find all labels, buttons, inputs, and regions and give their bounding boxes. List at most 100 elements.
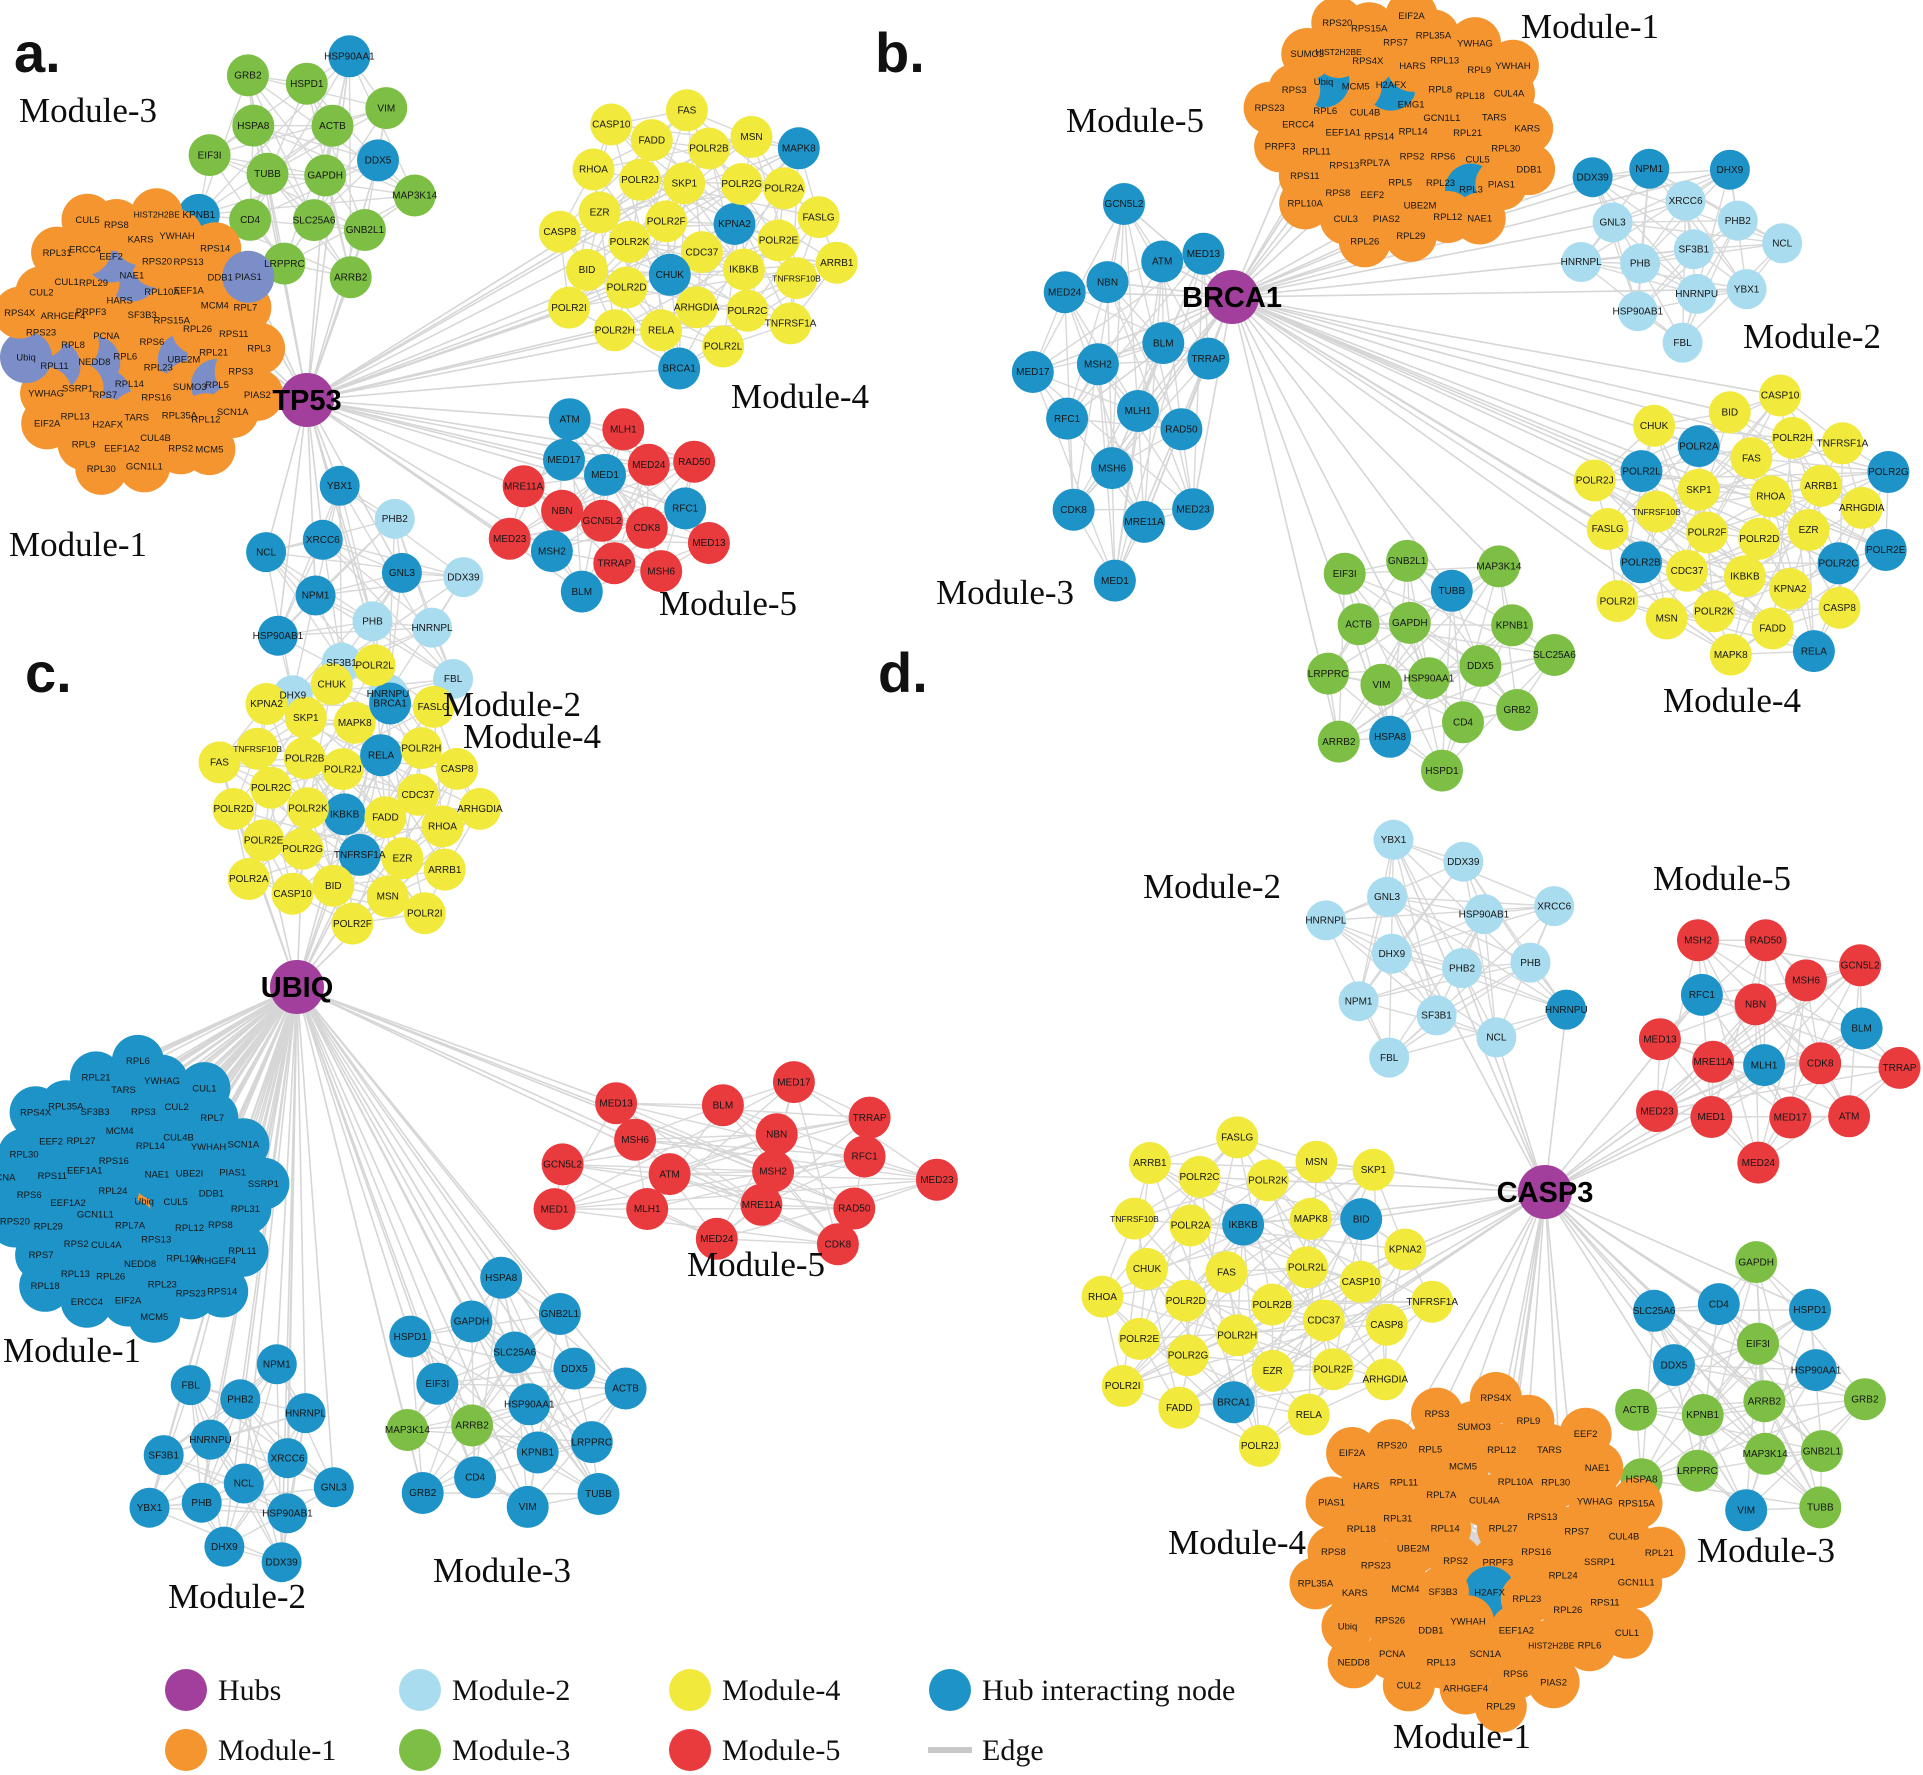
node-POLR2J[interactable]	[321, 748, 364, 791]
node-SSRP1[interactable]	[237, 1157, 290, 1210]
node-PIAS2[interactable]	[231, 368, 284, 421]
node-MED24[interactable]	[1737, 1141, 1780, 1184]
node-HSPA8[interactable]	[480, 1256, 523, 1299]
node-EIF3I[interactable]	[416, 1362, 459, 1405]
node-IKBKB[interactable]	[722, 248, 765, 291]
node-POLR2B[interactable]	[688, 127, 730, 170]
node-POLR2A[interactable]	[1169, 1204, 1212, 1247]
node-MAPK8[interactable]	[1289, 1197, 1332, 1240]
node-NPM1[interactable]	[295, 575, 336, 616]
node-POLR2E[interactable]	[242, 819, 285, 862]
node-FAS[interactable]	[198, 741, 241, 784]
node-POLR2K[interactable]	[286, 787, 329, 830]
node-GNB2L1[interactable]	[343, 209, 386, 251]
node-POLR2J[interactable]	[619, 158, 661, 201]
node-CASP10[interactable]	[1759, 374, 1802, 417]
node-TNFRSF1A[interactable]	[1411, 1280, 1454, 1323]
node-EEF2[interactable]	[1559, 1407, 1612, 1460]
node-CDC37[interactable]	[1666, 549, 1708, 592]
node-MED13[interactable]	[595, 1082, 638, 1125]
node-ARHGDIA[interactable]	[1364, 1358, 1407, 1401]
node-MED1[interactable]	[584, 453, 626, 496]
node-SKP1[interactable]	[663, 162, 706, 205]
node-RPL26[interactable]	[1338, 215, 1391, 268]
node-CASP10[interactable]	[271, 872, 314, 915]
node-RPS23[interactable]	[1243, 81, 1296, 134]
node-KPNA2[interactable]	[1769, 568, 1812, 610]
node-RPS4X[interactable]	[9, 1086, 62, 1139]
node-CUL5[interactable]	[61, 193, 114, 246]
node-GRB2[interactable]	[226, 54, 269, 97]
node-HSPD1[interactable]	[1421, 749, 1463, 792]
node-IKBKB[interactable]	[1222, 1203, 1265, 1246]
node-TUBB[interactable]	[577, 1473, 620, 1515]
node-CD4[interactable]	[229, 198, 272, 241]
node-POLR2H[interactable]	[1216, 1314, 1259, 1357]
node-BLM[interactable]	[1142, 322, 1185, 365]
node-LRPPRC[interactable]	[1676, 1449, 1719, 1492]
node-ARRB2[interactable]	[329, 256, 372, 299]
node-POLR2J[interactable]	[1573, 459, 1616, 502]
node-MAP3K14[interactable]	[393, 174, 436, 217]
node-CASP8[interactable]	[538, 210, 581, 253]
node-HNRNPL[interactable]	[1305, 900, 1346, 941]
node-MCM5[interactable]	[183, 423, 236, 476]
node-NPM1[interactable]	[1629, 148, 1670, 189]
node-TNFRSF1A[interactable]	[1821, 422, 1864, 465]
node-BID[interactable]	[1708, 391, 1751, 434]
node-PHB2[interactable]	[374, 498, 415, 539]
node-FAS[interactable]	[1730, 437, 1773, 480]
node-HSPA8[interactable]	[1369, 715, 1412, 758]
node-KPNB1[interactable]	[516, 1431, 559, 1474]
node-SKP1[interactable]	[284, 696, 327, 739]
node-SF3B1[interactable]	[1416, 995, 1457, 1036]
node-RPL31[interactable]	[31, 226, 84, 279]
node-DHX9[interactable]	[204, 1526, 245, 1567]
node-MED1[interactable]	[533, 1188, 576, 1231]
node-HSP90AB1[interactable]	[257, 615, 298, 656]
node-SLC25A6[interactable]	[293, 199, 335, 242]
node-TRRAP[interactable]	[1878, 1046, 1921, 1089]
node-EIF3I[interactable]	[1323, 552, 1366, 595]
node-POLR2I[interactable]	[1101, 1365, 1144, 1407]
node-GAPDH[interactable]	[304, 154, 347, 197]
node-TUBB[interactable]	[1430, 569, 1473, 612]
node-RPS3[interactable]	[1411, 1387, 1463, 1440]
node-RPS14[interactable]	[196, 1265, 249, 1318]
node-GNB2L1[interactable]	[538, 1293, 581, 1335]
node-RPL35A[interactable]	[1289, 1557, 1342, 1610]
node-ARHGDIA[interactable]	[675, 286, 718, 329]
node-MCM5[interactable]	[128, 1290, 181, 1343]
node-CD4[interactable]	[1442, 701, 1484, 744]
node-YBX1[interactable]	[1373, 819, 1414, 860]
node-NCL[interactable]	[1476, 1017, 1517, 1058]
node-YBX1[interactable]	[319, 465, 360, 506]
node-KPNB1[interactable]	[1491, 604, 1534, 647]
node-RPS4X[interactable]	[0, 286, 46, 339]
node-POLR2E[interactable]	[1864, 529, 1907, 571]
node-PHB[interactable]	[1620, 243, 1661, 284]
node-FASLG[interactable]	[1586, 508, 1629, 550]
node-DDX39[interactable]	[1443, 841, 1484, 882]
node-RAD50[interactable]	[673, 440, 716, 483]
hub-node-TP53[interactable]	[280, 373, 334, 427]
node-RFC1[interactable]	[1046, 397, 1089, 440]
node-NCL[interactable]	[1762, 223, 1803, 264]
node-POLR2F[interactable]	[331, 902, 374, 945]
node-POLR2F[interactable]	[1312, 1348, 1355, 1391]
node-POLR2B[interactable]	[1620, 541, 1662, 584]
node-XRCC6[interactable]	[1534, 886, 1575, 927]
node-GRB2[interactable]	[1843, 1378, 1886, 1421]
node-POLR2G[interactable]	[1867, 451, 1910, 493]
node-DDX39[interactable]	[261, 1542, 302, 1583]
node-MAP3K14[interactable]	[1477, 545, 1520, 588]
node-HSPA8[interactable]	[232, 104, 275, 147]
node-POLR2H[interactable]	[1771, 416, 1814, 459]
node-CHUK[interactable]	[648, 253, 691, 296]
node-GCN5L2[interactable]	[1839, 944, 1882, 987]
node-FAS[interactable]	[1205, 1251, 1248, 1294]
node-YWHAG[interactable]	[1449, 17, 1501, 70]
node-POLR2G[interactable]	[281, 827, 324, 870]
node-ARRB1[interactable]	[1128, 1142, 1171, 1184]
node-MED13[interactable]	[1638, 1018, 1681, 1061]
